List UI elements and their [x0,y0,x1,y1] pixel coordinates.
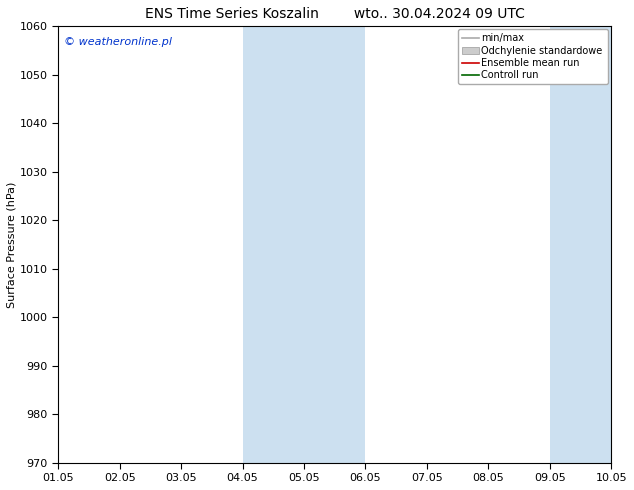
Text: © weatheronline.pl: © weatheronline.pl [64,37,172,47]
Bar [243,26,365,463]
Bar [550,26,611,463]
Legend: min/max, Odchylenie standardowe, Ensemble mean run, Controll run: min/max, Odchylenie standardowe, Ensembl… [458,29,609,84]
Y-axis label: Surface Pressure (hPa): Surface Pressure (hPa) [7,181,17,308]
Title: ENS Time Series Koszalin        wto.. 30.04.2024 09 UTC: ENS Time Series Koszalin wto.. 30.04.202… [145,7,525,21]
